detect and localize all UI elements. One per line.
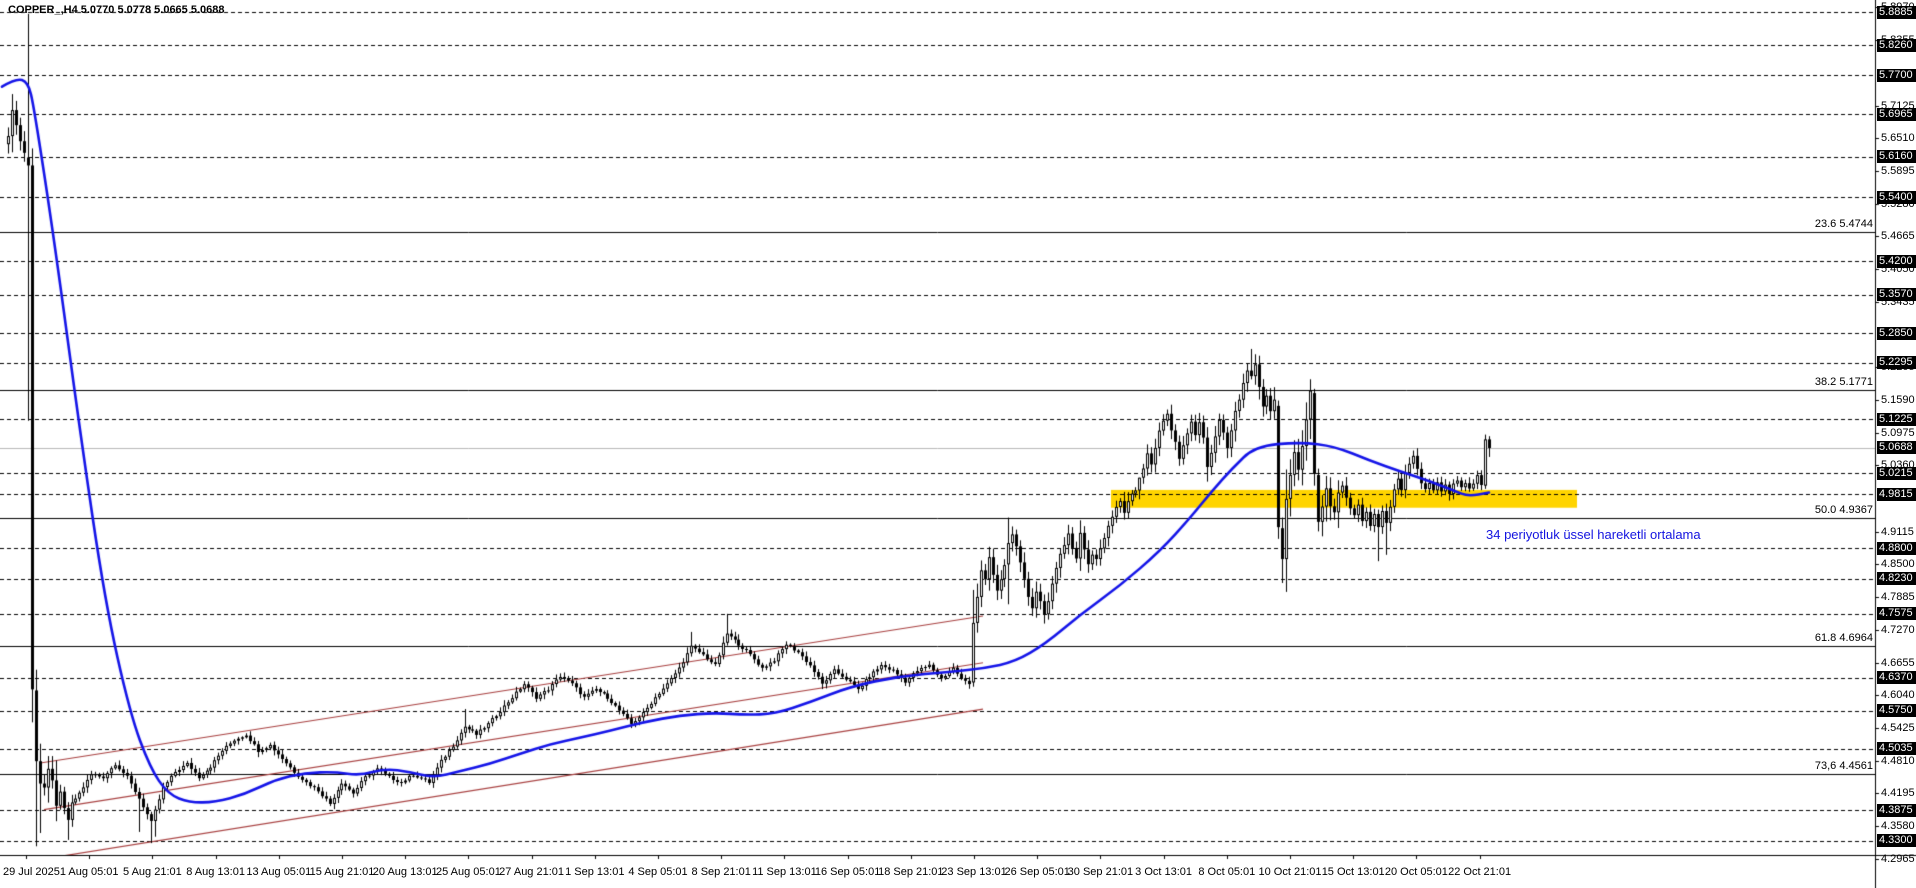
ema-annotation-text: 34 periyotluk üssel hareketli ortalama — [1486, 527, 1701, 542]
chart-title-ohlc: COPPER_,H4 5.0770 5.0778 5.0665 5.0688 — [8, 4, 225, 16]
